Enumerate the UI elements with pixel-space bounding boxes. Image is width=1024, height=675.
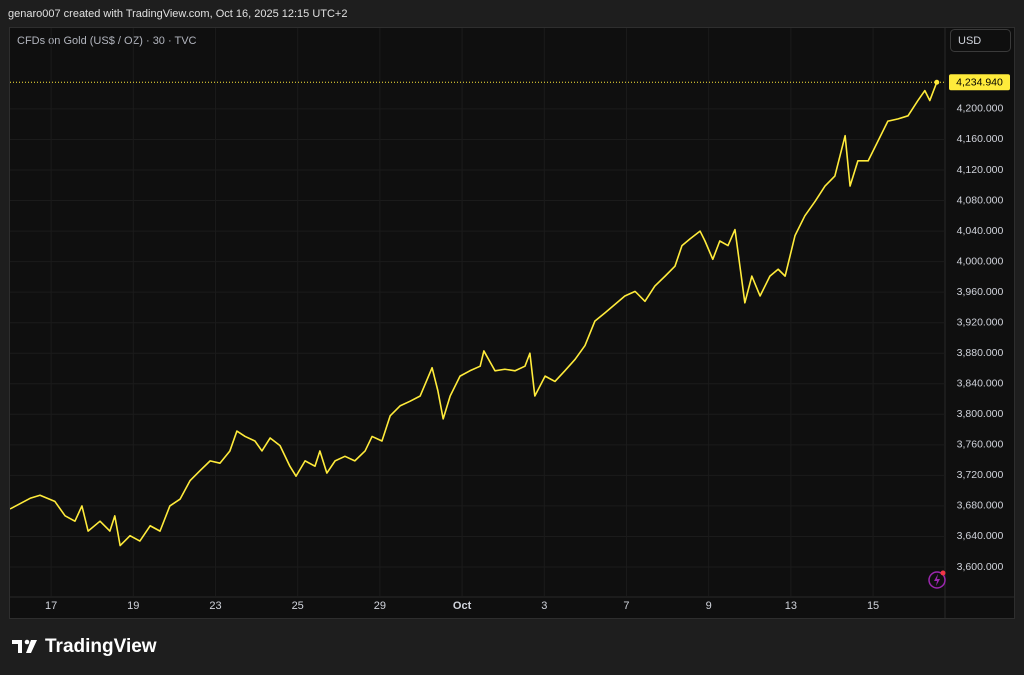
brand-logo: TradingView [12,636,157,657]
logo-mark [24,639,30,645]
y-tick-label: 4,080.000 [957,194,1004,206]
y-tick-label: 3,720.000 [957,469,1004,481]
y-tick-label: 3,680.000 [957,500,1004,512]
y-tick-label: 4,120.000 [957,164,1004,176]
last-price-box [949,74,1010,91]
alert-bolt[interactable] [934,574,940,586]
x-tick-label: 17 [45,600,57,612]
y-tick-label: 3,600.000 [957,561,1004,573]
y-tick-label: 4,000.000 [957,255,1004,267]
plot [10,81,945,547]
grid [10,28,945,596]
logo-mark [12,640,22,653]
logo-mark [26,640,37,653]
price-line [10,81,938,547]
x-tick-label: 19 [127,600,139,612]
y-tick-label: 4,040.000 [957,225,1004,237]
x-tick-label: 15 [867,600,879,612]
alert-ring[interactable] [928,571,946,589]
y-tick-label: 4,160.000 [957,133,1004,145]
axes: 3,600.000 3,640.000 3,680.000 3,720.000 3,76… [45,74,1010,612]
x-tick-label: 9 [706,600,712,612]
x-tick-label: 29 [374,600,386,612]
caption: genaro007 created with TradingView.com, … [8,8,347,20]
symbol-title: CFDs on Gold (US$ / OZ) · 30 · TVC [17,35,197,47]
y-tick-label: 3,960.000 [957,286,1004,298]
alert-icon[interactable] [928,570,946,589]
alert-dot[interactable] [940,570,946,576]
last-price-dot [934,79,940,85]
y-tick-label: 3,800.000 [957,408,1004,420]
y-tick-label: 3,640.000 [957,530,1004,542]
x-tick-label: 23 [209,600,221,612]
y-tick-label: 4,200.000 [957,103,1004,115]
x-tick-label: 25 [292,600,304,612]
x-tick-label: Oct [453,600,472,612]
currency[interactable]: USD [958,35,981,47]
y-tick-label: 3,760.000 [957,439,1004,451]
currency-button[interactable] [950,29,1011,52]
y-tick-label: 3,840.000 [957,378,1004,390]
x-tick-label: 3 [541,600,547,612]
x-tick-label: 13 [785,600,797,612]
y-tick-label: 3,920.000 [957,316,1004,328]
brand: TradingView [45,636,157,657]
y-tick-label: 3,880.000 [957,347,1004,359]
x-tick-label: 7 [623,600,629,612]
last-price-label: 4,234.940 [956,77,1003,89]
